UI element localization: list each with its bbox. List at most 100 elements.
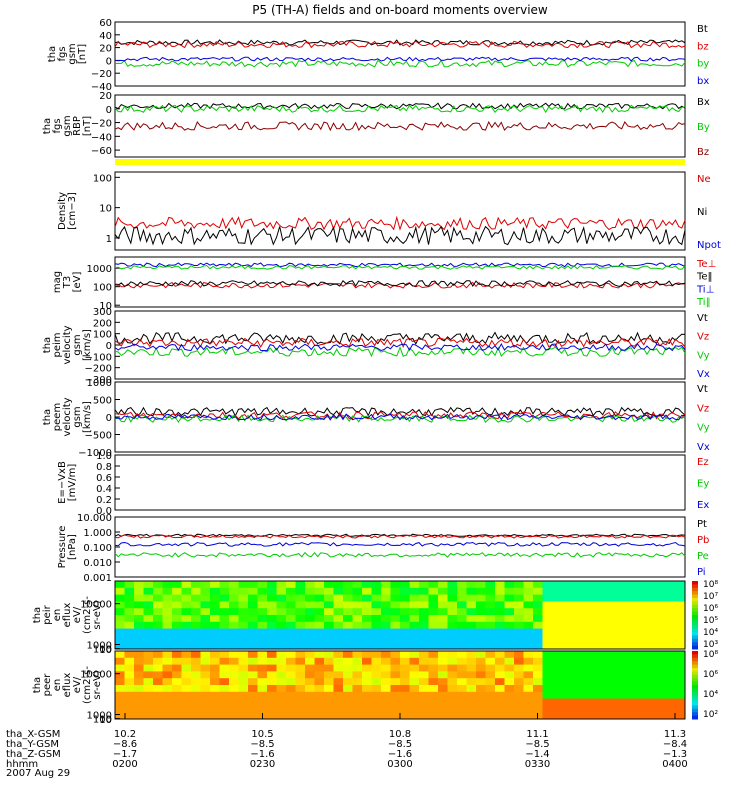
y-tick-label: 20 (99, 91, 112, 102)
heatmap-cell (200, 698, 211, 706)
x-row-label: tha_Z-GSM (6, 749, 61, 760)
heatmap-cell (362, 664, 372, 672)
heatmap-cell (675, 615, 686, 623)
heatmap-cell (314, 671, 325, 679)
heatmap-cell (504, 601, 515, 609)
heatmap-cell (333, 601, 344, 609)
heatmap-cell (637, 608, 648, 616)
heatmap-cell (371, 698, 382, 706)
y-axis-label: (cm2-s- (82, 596, 93, 634)
heatmap-cell (476, 601, 486, 609)
heatmap-cell (647, 705, 657, 713)
heatmap-cell (476, 587, 486, 596)
x-tick-label: −8.5 (388, 739, 412, 750)
heatmap-cell (362, 608, 372, 616)
heatmap-cell (343, 657, 353, 666)
heatmap-cell (143, 698, 154, 706)
colorbar-segment (692, 691, 698, 696)
y-tick-label: 100 (93, 173, 112, 184)
heatmap-cell (276, 581, 287, 589)
heatmap-cell (580, 642, 591, 650)
heatmap-cell (447, 664, 458, 672)
heatmap-cell (628, 635, 638, 643)
heatmap-cell (333, 642, 344, 650)
heatmap-cell (438, 691, 448, 700)
series-line-temp (114, 280, 686, 287)
heatmap-cell (181, 642, 192, 650)
heatmap-cell (210, 705, 220, 713)
heatmap-cell (647, 587, 657, 596)
heatmap-cell (618, 621, 629, 630)
heatmap-cell (286, 608, 296, 616)
heatmap-cell (390, 678, 401, 686)
heatmap-cell (295, 691, 306, 700)
x-tick-label: 0300 (387, 759, 412, 770)
colorbar-label: 10⁴ (703, 690, 718, 700)
y-tick-label: 0 (106, 341, 112, 352)
heatmap-cell (115, 594, 125, 602)
panel-fgs: 60 40 200 −20 −40 tha fgs gsm [nT] Bt bz by bx (47, 18, 709, 93)
heatmap-cell (172, 657, 182, 666)
heatmap-cell (295, 635, 306, 643)
y-tick-label: 0.0 (96, 506, 112, 517)
heatmap-cell (153, 615, 163, 623)
heatmap-cell (533, 685, 543, 693)
heatmap-cell (381, 712, 391, 720)
heatmap-cell (153, 581, 163, 589)
colorbar-segment (692, 671, 698, 676)
heatmap-cell (286, 712, 296, 720)
y-tick-label: 100 (93, 645, 112, 656)
heatmap-cell (571, 615, 581, 623)
heatmap-cell (438, 587, 448, 596)
heatmap-cell (295, 664, 306, 672)
heatmap-cell (428, 671, 439, 679)
heatmap-cell (618, 594, 629, 602)
heatmap-cell (656, 635, 667, 643)
heatmap-cell (533, 651, 543, 659)
heatmap-cell (191, 685, 201, 693)
heatmap-cell (466, 621, 477, 630)
heatmap-cell (647, 581, 657, 589)
legend-entry: Te⊥ (696, 259, 716, 270)
heatmap-cell (390, 587, 401, 596)
y-tick-label: 200 (93, 318, 112, 329)
heatmap-cell (628, 664, 638, 672)
heatmap-cell (419, 678, 429, 686)
heatmap-cell (675, 601, 686, 609)
heatmap-cell (295, 712, 306, 720)
heatmap-cell (267, 615, 277, 623)
heatmap-cell (666, 587, 676, 596)
heatmap-cell (647, 635, 657, 643)
heatmap-cell (314, 608, 325, 616)
heatmap-cell (390, 691, 401, 700)
heatmap-cell (476, 581, 486, 589)
heatmap-cell (495, 615, 505, 623)
heatmap-cell (248, 678, 258, 686)
heatmap-cell (134, 587, 144, 596)
heatmap-cell (267, 691, 277, 700)
heatmap-cell (580, 678, 591, 686)
heatmap-cell (172, 587, 182, 596)
y-tick-label: 20 (99, 44, 112, 55)
heatmap-cell (172, 698, 182, 706)
heatmap-cell (561, 657, 572, 666)
heatmap-cell (210, 685, 220, 693)
heatmap-cell (181, 705, 192, 713)
heatmap-cell (134, 657, 144, 666)
heatmap-cell (238, 628, 249, 636)
heatmap-cell (343, 628, 353, 636)
colorbar-segment (692, 651, 698, 655)
series-line-peem (114, 413, 686, 421)
heatmap-cell (295, 594, 306, 602)
heatmap-cell (362, 671, 372, 679)
heatmap-cell (172, 594, 182, 602)
heatmap-cell (267, 581, 277, 589)
heatmap-cell (115, 657, 125, 666)
heatmap-cell (590, 657, 600, 666)
heatmap-cell (115, 635, 125, 643)
heatmap-cell (656, 628, 667, 636)
legend-entry: Ti‖ (696, 297, 711, 308)
y-axis-label: (cm2-s- (82, 666, 93, 704)
heatmap-cell (343, 608, 353, 616)
heatmap-cell (447, 608, 458, 616)
